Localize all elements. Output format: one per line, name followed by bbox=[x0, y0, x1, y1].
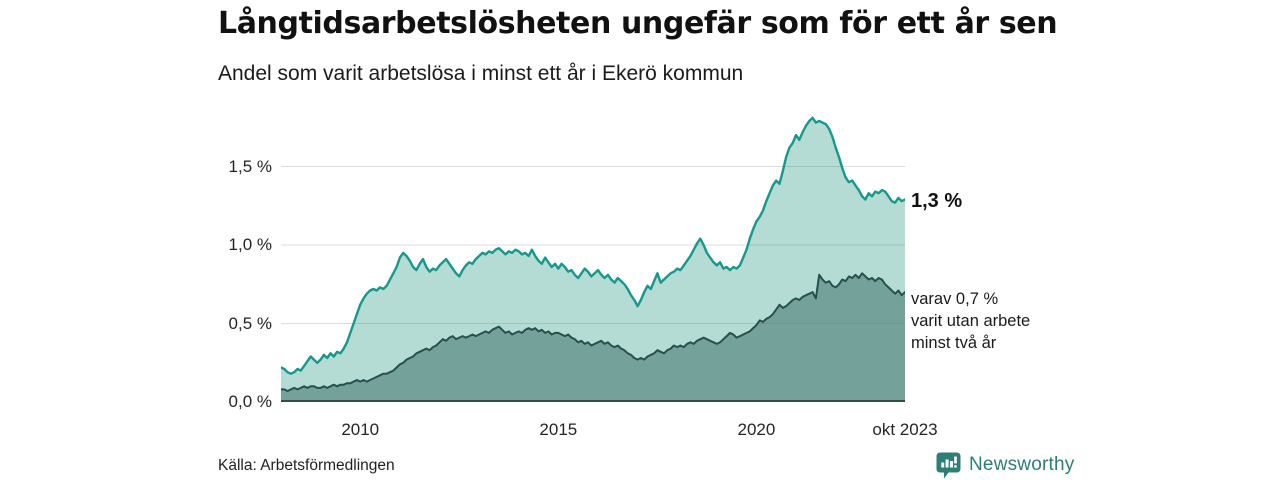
newsworthy-bubble-chart-icon bbox=[936, 452, 961, 478]
y-tick-label: 1,5 % bbox=[228, 156, 272, 176]
plot-area bbox=[281, 110, 905, 402]
latest-value-label: 1,3 % bbox=[911, 190, 963, 212]
secondary-annotation-line: minst två år bbox=[911, 334, 997, 352]
secondary-value-annotation: varav 0,7 % varit utan arbete minst två … bbox=[911, 288, 1030, 354]
line-two-years bbox=[281, 272, 905, 392]
area-two-years bbox=[281, 273, 905, 402]
x-tick-label: 2015 bbox=[539, 420, 578, 439]
secondary-annotation-line: varav 0,7 % bbox=[911, 290, 999, 308]
brand-name: Newsworthy bbox=[969, 454, 1075, 475]
y-tick-label: 0,0 % bbox=[228, 392, 272, 411]
x-tick-label: 2020 bbox=[737, 420, 776, 439]
page-title: Långtidsarbetslösheten ungefär som för e… bbox=[218, 6, 1058, 41]
source-credit: Källa: Arbetsförmedlingen bbox=[218, 457, 395, 474]
chart-svg bbox=[281, 116, 905, 402]
page-subtitle: Andel som varit arbetslösa i minst ett å… bbox=[218, 62, 744, 85]
line-total-one-year bbox=[281, 116, 905, 375]
x-tick-label: okt 2023 bbox=[872, 420, 938, 439]
y-tick-label: 0,5 % bbox=[228, 313, 272, 333]
secondary-annotation-line: varit utan arbete bbox=[911, 312, 1031, 330]
newsworthy-logo: Newsworthy bbox=[936, 451, 1074, 479]
y-tick-label: 1,0 % bbox=[228, 235, 272, 254]
x-tick-label: 2010 bbox=[341, 420, 380, 439]
